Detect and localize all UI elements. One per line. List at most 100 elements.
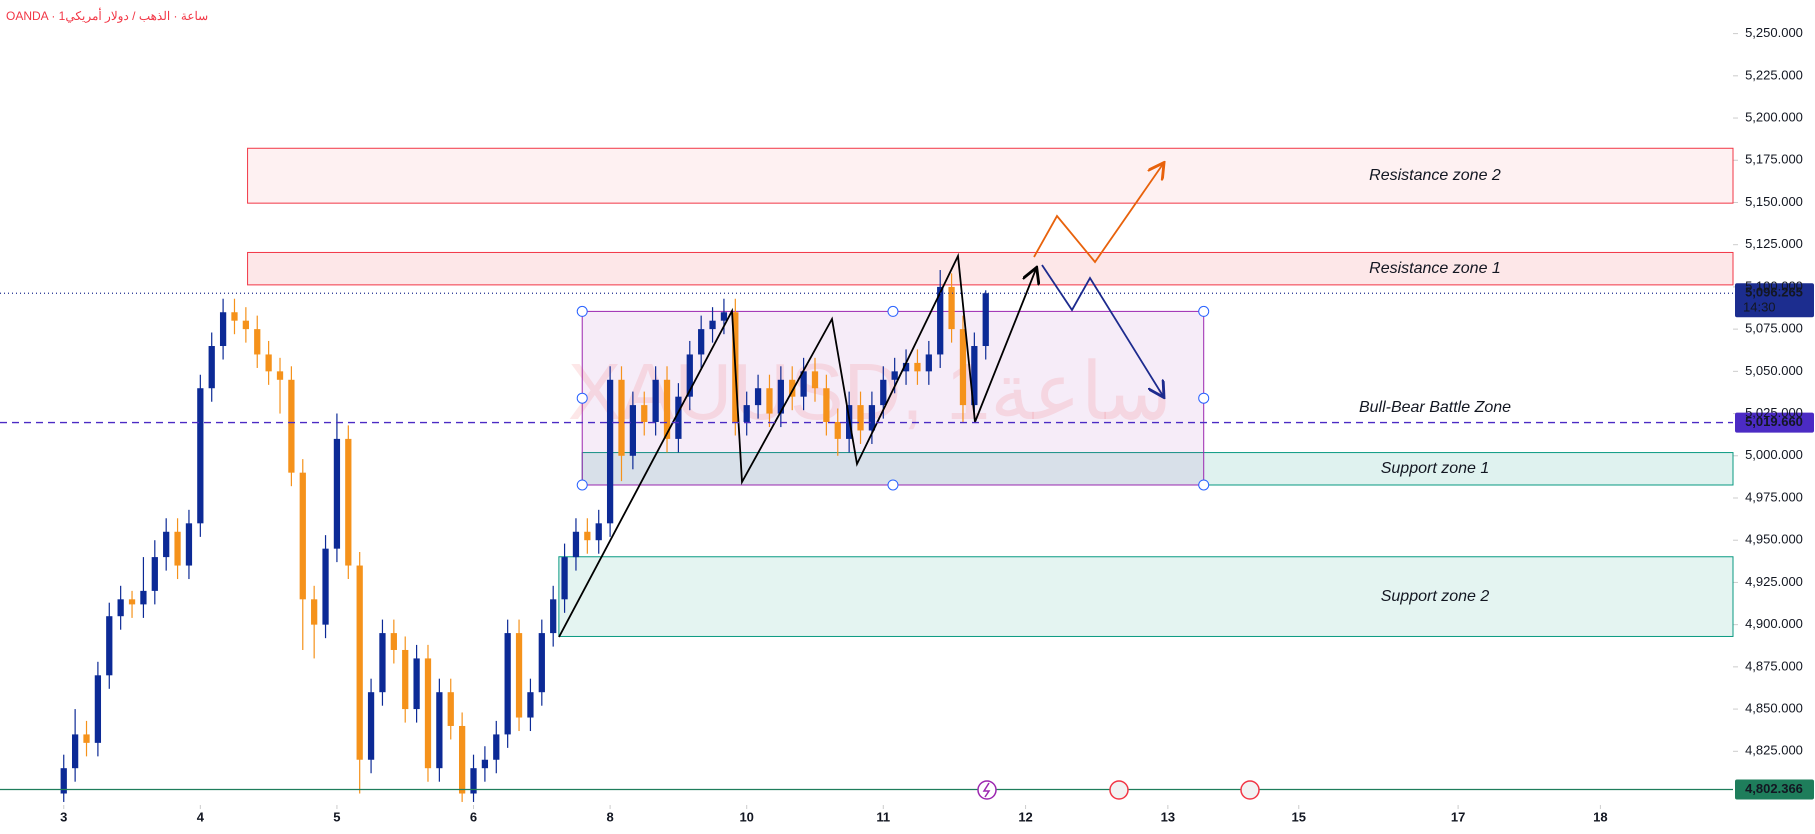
box-handle	[1198, 305, 1210, 317]
x-tick-label: 3	[60, 809, 67, 824]
candle-body	[242, 320, 249, 330]
candle-body	[322, 548, 329, 625]
candle-body	[880, 379, 887, 406]
x-tick-label: 5	[333, 809, 340, 824]
candle-body	[151, 557, 158, 591]
candle-body	[550, 599, 557, 634]
zone	[558, 556, 1734, 637]
price-label: 5,096.265	[1745, 285, 1803, 300]
candle-body	[345, 438, 352, 566]
candle-body	[367, 692, 375, 760]
line-label: Bull-Bear Battle Zone	[1359, 399, 1511, 416]
candle-body	[163, 531, 170, 558]
candle-body	[982, 293, 989, 347]
candle-body	[800, 371, 807, 397]
candle-body	[413, 658, 420, 710]
zone-label: Resistance zone 1	[1369, 260, 1501, 277]
candle-body	[959, 329, 967, 406]
candle-body	[447, 692, 454, 726]
candle-body	[185, 523, 193, 566]
box-handle	[576, 305, 588, 317]
candle-body	[834, 422, 841, 439]
candle-body	[538, 633, 545, 693]
candle-body	[197, 388, 204, 524]
box-handle	[576, 392, 588, 404]
candle-body	[459, 725, 466, 794]
y-tick-label: 4,975.000	[1745, 489, 1803, 504]
overlays: Resistance zone 2 Resistance zone 1 Suppor…	[0, 167, 1814, 800]
candle-body	[470, 768, 477, 794]
candle-body	[311, 599, 318, 625]
zones	[63, 33, 1738, 809]
zone-label: Resistance zone 2	[1369, 167, 1501, 184]
candle-body	[868, 405, 876, 431]
candle-body	[288, 379, 295, 473]
zone	[247, 251, 1734, 286]
y-tick-label: 5,200.000	[1745, 109, 1803, 124]
price-label: 5,019.660	[1745, 414, 1803, 429]
box-handle	[576, 479, 588, 491]
candle-body	[584, 531, 591, 541]
y-tick-label: 4,950.000	[1745, 532, 1803, 547]
event-icon[interactable]	[1240, 780, 1260, 800]
lightning	[982, 782, 991, 798]
candle-body	[766, 388, 773, 414]
candle-body	[504, 633, 511, 735]
x-tick-label: 12	[1018, 809, 1032, 824]
event-icon[interactable]	[1109, 780, 1129, 800]
event-icon[interactable]	[977, 780, 997, 800]
x-tick-label: 18	[1593, 809, 1607, 824]
candle-body	[276, 371, 284, 380]
y-tick-label: 5,075.000	[1745, 321, 1803, 336]
candle-body	[914, 362, 921, 372]
y-tick-label: 5,250.000	[1745, 25, 1803, 40]
candle-body	[299, 472, 306, 600]
candle-body	[390, 633, 397, 650]
candle-body	[265, 354, 272, 372]
candle-body	[709, 320, 716, 330]
candle-body	[857, 405, 864, 431]
black-zigzag	[558, 252, 1036, 638]
candle-body	[106, 616, 113, 676]
box-handle	[887, 305, 899, 317]
x-tick-label: 11	[876, 809, 890, 824]
y-tick-label: 5,025.000	[1745, 405, 1803, 420]
candle-body	[515, 633, 523, 718]
candle-body	[811, 371, 819, 389]
price-label-box	[1735, 412, 1814, 433]
candle-body	[652, 379, 659, 423]
candle-body	[720, 312, 728, 321]
zone	[247, 147, 1734, 204]
candle-body	[561, 557, 568, 600]
candle-body	[663, 379, 671, 439]
candle-body	[527, 692, 534, 718]
candle-body	[436, 692, 443, 769]
y-tick-label: 5,225.000	[1745, 67, 1803, 82]
candle-body	[606, 379, 614, 524]
candle-body	[424, 658, 432, 769]
x-tick-label: 17	[1451, 809, 1465, 824]
y-tick-label: 5,150.000	[1745, 194, 1803, 209]
y-tick-label: 5,125.000	[1745, 236, 1803, 251]
header: OANDA · 1ساعة · الذهب / دولار أمريكي	[6, 8, 208, 23]
x-tick-label: 15	[1292, 809, 1306, 824]
candle-body	[174, 531, 181, 566]
candle-body	[333, 438, 341, 549]
blue-path	[1041, 264, 1163, 396]
candle-body	[618, 379, 625, 456]
box-handle	[1198, 479, 1210, 491]
candle-body	[823, 388, 830, 423]
candle-body	[254, 329, 261, 355]
y-tick-label: 5,175.000	[1745, 152, 1803, 167]
candle-body	[902, 362, 910, 372]
candle-body	[743, 405, 750, 423]
candle-body	[208, 346, 215, 389]
x-tick-label: 13	[1161, 809, 1175, 824]
candle-body	[595, 523, 602, 541]
candle-body	[777, 379, 784, 414]
price-label-box	[1735, 779, 1814, 800]
candle-body	[948, 286, 955, 330]
candle-body	[754, 388, 762, 406]
